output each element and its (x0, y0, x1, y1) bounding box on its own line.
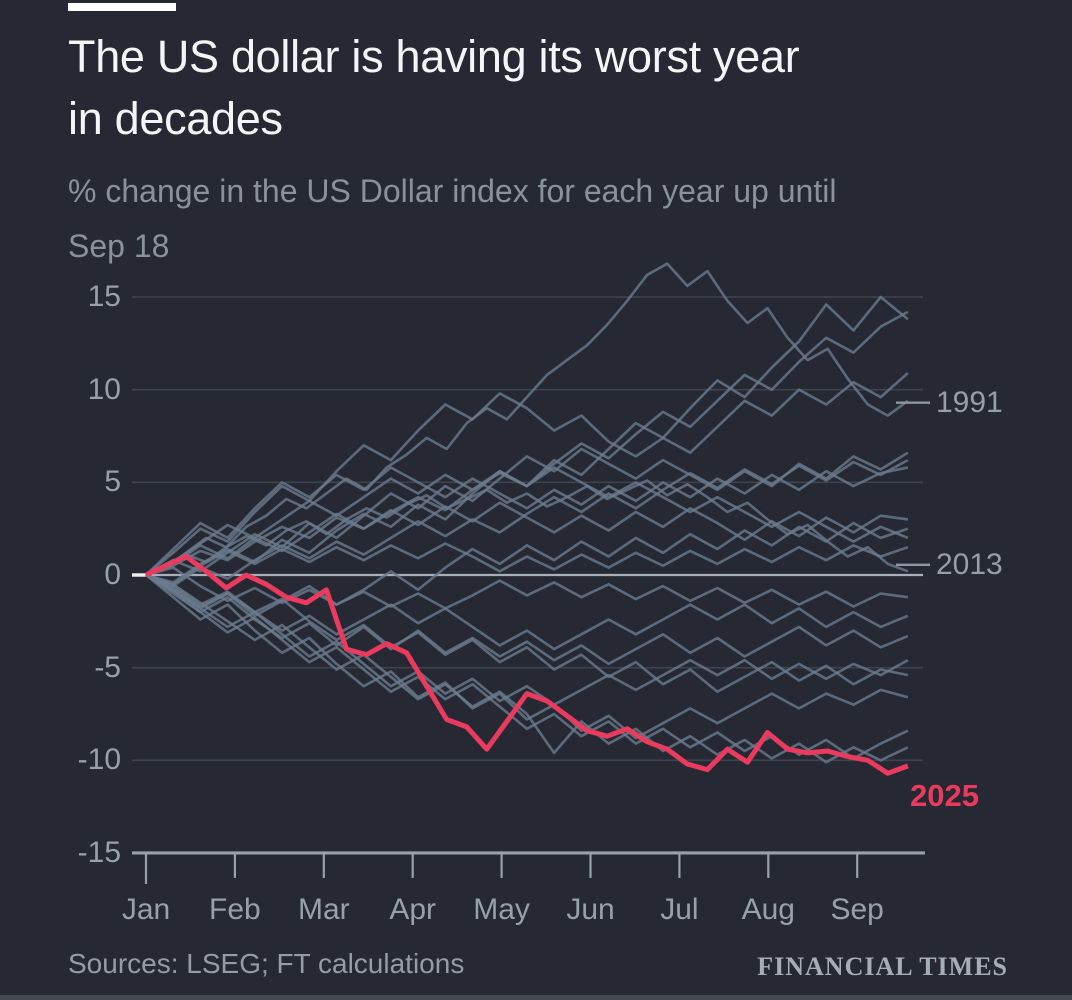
series-line-context-16 (145, 573, 909, 740)
series-line-context-18 (145, 573, 909, 764)
x-tick-label-Jan: Jan (121, 893, 171, 926)
series-line-2013 (145, 479, 909, 577)
subtitle-line-1: % change in the US Dollar index for each… (68, 173, 837, 209)
series-line-1991 (145, 262, 909, 577)
title-line-2: in decades (68, 93, 283, 144)
year-label-1991: 1991 (936, 385, 1003, 419)
year-label-2025: 2025 (910, 777, 979, 813)
series-line-context-7 (145, 501, 909, 577)
x-tick-label-Aug: Aug (741, 893, 795, 926)
series-line-context-6 (145, 466, 909, 576)
series-line-2025 (144, 554, 909, 776)
series-line-context-8 (145, 521, 909, 618)
x-tick-label-Feb: Feb (209, 893, 261, 926)
series-line-context-12 (145, 573, 909, 651)
y-tick-label-5: 5 (104, 465, 121, 499)
series-line-context-5 (145, 458, 909, 588)
chart-subtitle: % change in the US Dollar index for each… (68, 164, 836, 274)
series-line-context-10 (145, 542, 909, 586)
year-label-2013: 2013 (936, 547, 1003, 581)
page-title: The US dollar is having its worst year i… (68, 26, 800, 150)
subtitle-line-2: Sep 18 (68, 228, 170, 264)
financial-times-logo: FINANCIAL TIMES (757, 952, 1008, 981)
series-line-context-11 (145, 566, 909, 610)
y-tick-label--15: -15 (77, 835, 121, 869)
x-tick-label-May: May (473, 893, 530, 926)
x-tick-label-Sep: Sep (830, 893, 884, 926)
y-tick-label-0: 0 (104, 558, 121, 591)
title-line-1: The US dollar is having its worst year (68, 31, 800, 82)
series-line-context-15 (145, 573, 909, 694)
series-line-context-13 (145, 573, 909, 666)
kicker-bar (68, 3, 176, 11)
y-tick-label--10: -10 (77, 743, 121, 777)
sources-note: Sources: LSEG; FT calculations (68, 948, 465, 979)
bottom-edge-strip (0, 995, 1072, 1000)
x-tick-label-Mar: Mar (297, 893, 350, 926)
series-line-context-14 (145, 573, 909, 707)
x-tick-label-Jun: Jun (566, 893, 615, 926)
x-tick-label-Apr: Apr (389, 893, 437, 926)
x-tick-label-Jul: Jul (660, 893, 699, 926)
y-tick-label-10: 10 (87, 372, 121, 406)
y-tick-label--5: -5 (94, 650, 121, 684)
y-tick-label-15: 15 (87, 280, 121, 314)
series-line-context-3 (145, 372, 909, 577)
series-line-context-9 (145, 466, 909, 577)
